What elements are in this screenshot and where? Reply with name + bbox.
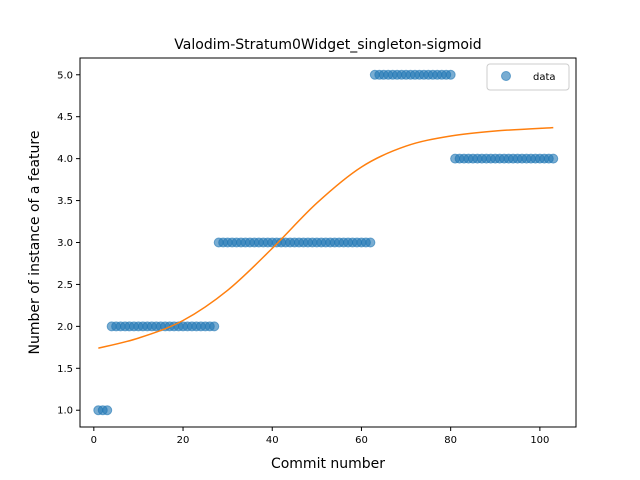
y-tick-label: 1.0 [57, 406, 73, 417]
y-tick-label: 2.0 [57, 322, 73, 333]
x-tick-label: 60 [355, 435, 368, 446]
data-point [445, 69, 456, 80]
y-tick-label: 2.5 [57, 280, 73, 291]
legend: data [486, 63, 570, 91]
y-tick-label: 1.5 [57, 364, 73, 375]
data-point [548, 153, 559, 164]
x-tick-label: 20 [177, 435, 190, 446]
y-tick-label: 3.5 [57, 196, 73, 207]
legend-box [486, 63, 570, 91]
chart-title: Valodim-Stratum0Widget_singleton-sigmoid [174, 37, 481, 53]
y-axis-title: Number of instance of a feature [27, 131, 43, 355]
x-tick-label: 80 [444, 435, 457, 446]
x-tick-label: 0 [91, 435, 97, 446]
x-axis-title: Commit number [271, 456, 385, 472]
plot-area [93, 69, 559, 416]
data-point [209, 321, 220, 332]
y-tick-label: 4.5 [57, 112, 73, 123]
y-axis: 1.0 1.5 2.0 2.5 3.0 3.5 4.0 4.5 5.0 [57, 70, 80, 417]
x-tick-label: 40 [266, 435, 279, 446]
fit-curve [98, 126, 554, 349]
legend-label-data: data [533, 72, 556, 83]
x-axis: 0 20 40 60 80 100 [91, 427, 549, 446]
y-tick-label: 5.0 [57, 70, 73, 81]
data-point [102, 405, 113, 416]
data-point [365, 237, 376, 248]
y-tick-label: 4.0 [57, 154, 73, 165]
y-tick-label: 3.0 [57, 238, 73, 249]
x-tick-label: 100 [530, 435, 549, 446]
legend-marker-data [501, 71, 511, 81]
